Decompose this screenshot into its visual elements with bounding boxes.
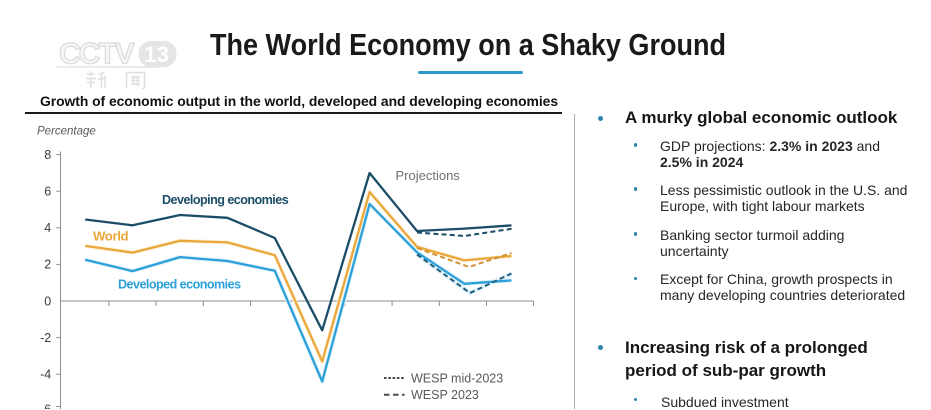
svg-text:2: 2 <box>44 258 51 272</box>
svg-text:Developing economies: Developing economies <box>162 193 289 207</box>
svg-text:-4: -4 <box>40 368 51 382</box>
svg-text:World: World <box>93 229 128 244</box>
svg-text:13: 13 <box>144 42 169 67</box>
svg-text:-2: -2 <box>40 331 51 345</box>
svg-text:CCTV: CCTV <box>59 38 135 71</box>
svg-text:WESP 2023: WESP 2023 <box>411 388 479 402</box>
svg-text:Projections: Projections <box>396 168 461 183</box>
svg-text:WESP mid-2023: WESP mid-2023 <box>411 371 503 385</box>
svg-text:6: 6 <box>44 185 51 199</box>
svg-text:-6: -6 <box>40 403 51 410</box>
svg-text:4: 4 <box>44 221 51 235</box>
svg-text:0: 0 <box>44 294 51 308</box>
svg-text:Developed economies: Developed economies <box>118 278 241 292</box>
svg-text:Percentage: Percentage <box>37 126 96 138</box>
svg-text:8: 8 <box>44 148 51 162</box>
